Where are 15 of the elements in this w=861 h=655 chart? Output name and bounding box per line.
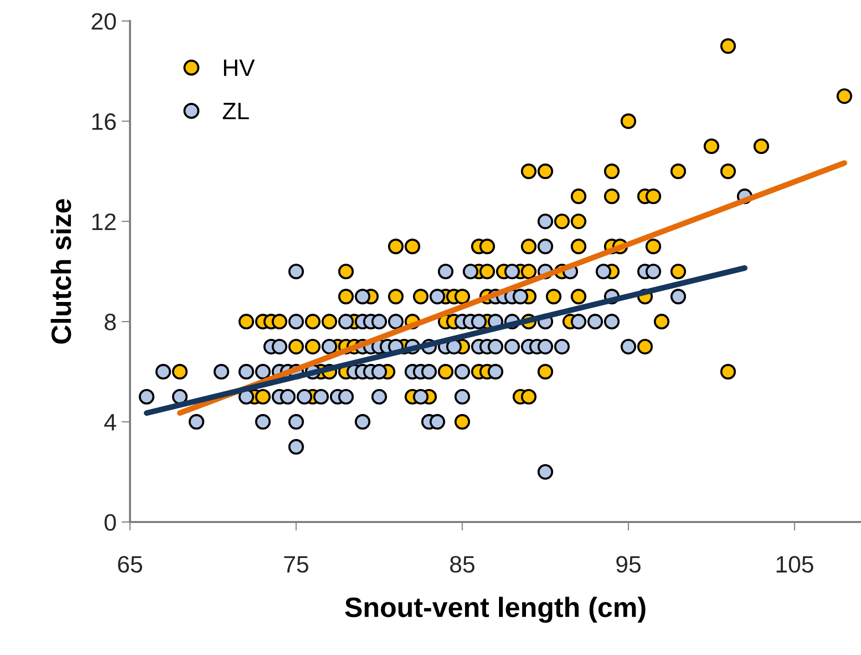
y-tick-label: 20: [92, 13, 116, 30]
y-tick-label: 4: [104, 414, 116, 430]
y-tick-label: 12: [92, 213, 116, 230]
y-tick-label: 8: [104, 314, 116, 330]
x-axis-title: Snout-vent length (cm): [345, 596, 646, 623]
y-axis-title: Clutch size: [50, 199, 72, 344]
x-tick-label: 105: [776, 556, 814, 573]
x-tick-label: 65: [118, 556, 142, 573]
x-tick-label: 95: [616, 556, 641, 573]
legend-label: HV: [224, 60, 255, 76]
x-tick-label: 75: [284, 556, 308, 573]
y-tick-label: 0: [104, 514, 116, 531]
y-tick-label: 16: [92, 113, 116, 130]
x-tick-label: 85: [450, 556, 474, 573]
legend-label: ZL: [222, 102, 249, 120]
